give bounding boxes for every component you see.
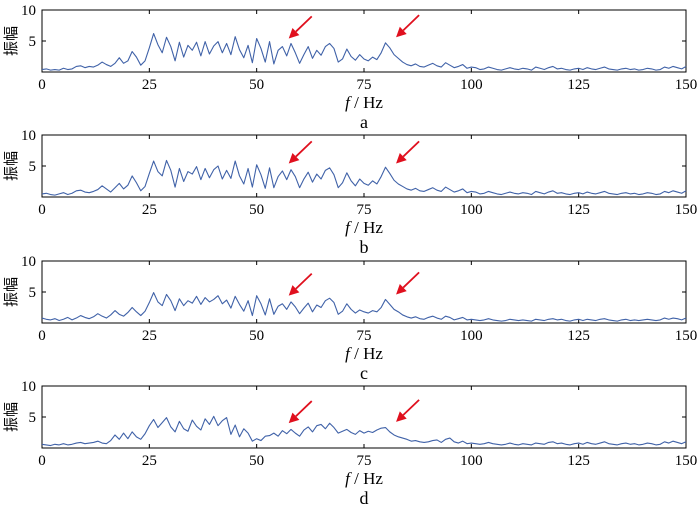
arrow-shaft: [295, 15, 313, 33]
x-tick-label: 100: [460, 77, 483, 93]
x-tick-label: 125: [567, 328, 590, 344]
x-tick-label: 125: [567, 77, 590, 93]
plot-frame: [41, 9, 687, 73]
x-tick-label: 50: [249, 328, 264, 344]
arrow-head: [288, 285, 300, 296]
x-axis-label-symbol: f: [345, 469, 352, 488]
x-tick-label: 100: [460, 328, 483, 344]
x-axis-label: f / Hz: [345, 469, 383, 488]
x-axis-label-symbol: f: [345, 93, 352, 112]
x-tick-label: 75: [357, 328, 372, 344]
y-axis-label: 振幅: [2, 26, 20, 56]
y-tick-label: 5: [29, 34, 37, 50]
x-tick-label: 150: [675, 77, 698, 93]
y-tick-label: 10: [21, 128, 36, 144]
y-tick-label: 5: [29, 159, 37, 175]
arrow-head: [288, 27, 300, 39]
arrow-head: [396, 411, 407, 422]
x-tick-label: 0: [38, 202, 46, 218]
arrow-head: [396, 152, 407, 164]
annotation-arrow: [288, 15, 313, 39]
y-tick-label: 10: [21, 379, 36, 395]
arrow-shaft: [402, 271, 420, 289]
panel-label: b: [360, 237, 369, 257]
annotation-arrow: [396, 399, 420, 422]
arrow-shaft: [402, 399, 420, 416]
x-axis-label-symbol: f: [345, 218, 352, 237]
y-tick-label: 5: [29, 285, 37, 301]
spectrum-series-line: [41, 292, 687, 322]
arrow-head: [396, 26, 407, 38]
x-tick-label: 50: [249, 453, 264, 469]
arrow-shaft: [295, 272, 313, 290]
panel-label: c: [360, 363, 368, 383]
x-axis-label-unit: / Hz: [350, 469, 384, 488]
y-tick-label: 10: [21, 254, 36, 270]
x-tick-label: 100: [460, 202, 483, 218]
annotation-arrow: [288, 272, 313, 296]
x-axis-label-unit: / Hz: [350, 218, 384, 237]
arrow-shaft: [402, 14, 420, 31]
x-tick-label: 0: [38, 328, 46, 344]
y-tick-label: 5: [29, 410, 37, 426]
arrow-shaft: [402, 140, 420, 158]
annotation-arrow: [288, 140, 313, 164]
x-axis-label-unit: / Hz: [350, 93, 384, 112]
annotation-arrow: [396, 271, 420, 295]
y-axis-label: 振幅: [2, 151, 20, 181]
x-tick-label: 25: [142, 202, 157, 218]
annotation-arrow: [396, 140, 420, 164]
x-tick-label: 150: [675, 328, 698, 344]
panel-label: a: [360, 112, 368, 132]
annotation-arrow: [288, 400, 313, 424]
arrow-head: [396, 283, 407, 295]
x-axis-label: f / Hz: [345, 93, 383, 112]
x-tick-label: 25: [142, 77, 157, 93]
arrow-head: [288, 152, 300, 164]
x-tick-label: 0: [38, 77, 46, 93]
y-tick-label: 10: [21, 3, 36, 19]
x-tick-label: 150: [675, 202, 698, 218]
x-axis-label-symbol: f: [345, 344, 352, 363]
x-axis-label: f / Hz: [345, 344, 383, 363]
x-tick-label: 75: [357, 77, 372, 93]
spectrum-series-line: [41, 33, 687, 71]
arrow-head: [288, 412, 300, 424]
panel-label: d: [360, 488, 369, 508]
x-tick-label: 75: [357, 453, 372, 469]
x-tick-label: 0: [38, 453, 46, 469]
annotation-arrow: [396, 14, 420, 38]
spectrum-series-line: [41, 159, 687, 196]
y-axis-label: 振幅: [2, 402, 20, 432]
x-tick-label: 100: [460, 453, 483, 469]
x-tick-label: 125: [567, 202, 590, 218]
spectrum-series-line: [41, 415, 687, 447]
x-axis-label-unit: / Hz: [350, 344, 384, 363]
arrow-shaft: [295, 400, 313, 417]
x-tick-label: 150: [675, 453, 698, 469]
x-tick-label: 125: [567, 453, 590, 469]
x-tick-label: 50: [249, 77, 264, 93]
arrow-shaft: [295, 140, 313, 158]
x-tick-label: 75: [357, 202, 372, 218]
y-axis-label: 振幅: [2, 277, 20, 307]
x-tick-label: 50: [249, 202, 264, 218]
x-tick-label: 25: [142, 328, 157, 344]
x-tick-label: 25: [142, 453, 157, 469]
x-axis-label: f / Hz: [345, 218, 383, 237]
